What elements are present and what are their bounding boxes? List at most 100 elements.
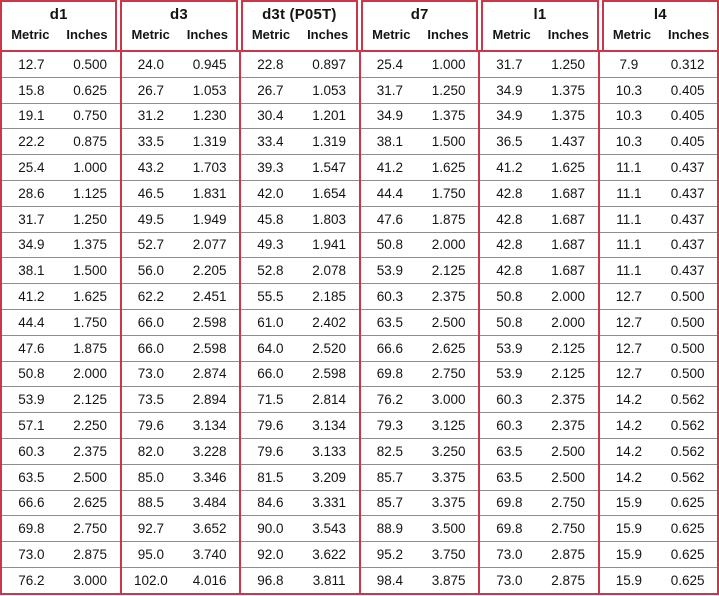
inches-header: Inches (427, 27, 469, 42)
cell-d3tP05T-inches: 1.053 (299, 76, 360, 104)
cell-d3tP05T-inches: 2.520 (299, 334, 360, 362)
cell-l1-inches: 2.125 (538, 360, 599, 387)
cell-d3tP05T-inches: 1.941 (299, 231, 360, 258)
cell-d3-inches: 2.894 (180, 386, 240, 413)
cell-d3-inches: 1.831 (180, 179, 240, 207)
cell-d3-metric: 79.6 (119, 412, 181, 439)
cell-d7-metric: 41.2 (358, 154, 420, 181)
table-row: 22.2 0.875 33.5 1.319 33.4 1.319 38.1 1.500 36.5… (1, 128, 718, 155)
cell-d3-inches: 0.945 (192, 56, 227, 72)
cell-d1-inches: 1.875 (60, 334, 121, 362)
cell-l1-metric: 50.8 (478, 308, 539, 336)
cell-l4-metric: 12.7 (597, 360, 659, 387)
cell-l4-metric: 12.7 (597, 283, 659, 310)
cell-d7-metric: 66.6 (358, 334, 420, 362)
cell-d7-inches: 1.000 (431, 56, 466, 72)
cell-l1-inches: 2.750 (538, 489, 599, 516)
cell-d3tP05T-inches: 1.547 (299, 154, 360, 181)
cell-d1-metric: 53.9 (1, 386, 61, 413)
cell-d1-inches: 1.500 (60, 257, 121, 284)
cell-d1-metric: 34.9 (1, 231, 61, 258)
cell-d1-metric: 28.6 (1, 179, 61, 207)
cell-d7-metric: 31.7 (358, 76, 420, 104)
group-label: l1 (533, 6, 547, 23)
inches-header: Inches (307, 27, 349, 42)
cell-d3-metric: 66.0 (119, 334, 181, 362)
cell-l4-inches: 0.405 (658, 128, 718, 155)
cell-d3-metric: 49.5 (119, 205, 181, 233)
cell-d7-inches: 3.375 (419, 463, 479, 491)
cell-d3tP05T-inches: 3.811 (299, 566, 360, 594)
cell-d3tP05T-inches: 0.897 (312, 56, 347, 72)
cell-d1-inches: 1.625 (60, 283, 121, 310)
cell-l4-metric: 11.1 (597, 154, 659, 181)
cell-d3-metric: 85.0 (119, 463, 181, 491)
cell-l4-metric: 10.3 (597, 102, 659, 129)
table-row: 41.2 1.625 62.2 2.451 55.5 2.185 60.3 2.375 50.8… (1, 283, 718, 310)
cell-d1-inches: 2.125 (60, 386, 121, 413)
cell-d3-inches: 2.598 (180, 334, 240, 362)
cell-d3tP05T-metric: 96.8 (239, 566, 300, 594)
cell-d3-metric: 102.0 (119, 566, 181, 594)
cell-l4-metric: 15.9 (597, 515, 659, 542)
cell-d3-metric: 73.5 (119, 386, 181, 413)
table-row: 12.7 0.500 24.0 0.945 22.8 0.897 25.4 1.000 31.7… (1, 51, 718, 78)
cell-l1-inches: 2.375 (538, 386, 599, 413)
cell-d3-inches: 2.205 (180, 257, 240, 284)
cell-d3-metric: 56.0 (119, 257, 181, 284)
cell-l1-metric: 50.8 (478, 283, 539, 310)
table-row: 47.6 1.875 66.0 2.598 64.0 2.520 66.6 2.625 53.9… (1, 334, 718, 362)
cell-l4-inches: 0.500 (658, 308, 718, 336)
cell-d3-inches: 3.346 (180, 463, 240, 491)
cell-d7-inches: 2.000 (419, 231, 479, 258)
sub-header-row: Metric Inches (483, 25, 596, 45)
table-row: 38.1 1.500 56.0 2.205 52.8 2.078 53.9 2.125 42.8… (1, 257, 718, 284)
cell-l1-inches: 1.687 (538, 257, 599, 284)
cell-d1-inches: 2.750 (60, 515, 121, 542)
cell-d1-metric: 66.6 (1, 489, 61, 516)
cell-d3tP05T-inches: 1.201 (299, 102, 360, 129)
group-label: d3t (P05T) (262, 6, 337, 23)
metric-header: Metric (492, 27, 531, 42)
cell-d3-inches: 1.319 (180, 128, 240, 155)
table-row: 76.2 3.000 102.0 4.016 96.8 3.811 98.4 3.875 73.… (1, 566, 718, 594)
cell-d7-inches: 3.500 (419, 515, 479, 542)
cell-l4-inches: 0.625 (658, 541, 718, 568)
cell-d7-metric: 25.4 (358, 51, 420, 78)
cell-l1-inches: 1.250 (551, 56, 586, 72)
cell-d3tP05T-inches: 3.209 (299, 463, 360, 491)
group-label: d3 (170, 6, 188, 23)
group-label: d1 (49, 6, 68, 23)
cell-l4-inches: 0.437 (658, 257, 718, 284)
cell-l1-inches: 2.000 (538, 283, 599, 310)
cell-d7-metric: 53.9 (358, 257, 420, 284)
cell-d3tP05T-metric: 45.8 (239, 205, 300, 233)
metric-header: Metric (251, 27, 291, 42)
cell-d7-metric: 38.1 (358, 128, 420, 155)
cell-l1-inches: 1.375 (538, 76, 599, 104)
cell-l4-inches: 0.437 (658, 154, 718, 181)
sub-header-row: Metric Inches (122, 25, 235, 45)
group-label: d7 (410, 6, 429, 23)
cell-d3tP05T-inches: 3.331 (299, 489, 360, 516)
table-row: 63.5 2.500 85.0 3.346 81.5 3.209 85.7 3.375 63.5… (1, 463, 718, 491)
cell-l1-inches: 1.687 (538, 179, 599, 207)
cell-d1-inches: 1.125 (60, 179, 121, 207)
cell-l1-metric: 53.9 (478, 334, 539, 362)
cell-d1-metric: 31.7 (1, 205, 61, 233)
cell-d7-inches: 3.125 (419, 412, 479, 439)
cell-d1-inches: 3.000 (60, 566, 121, 594)
cell-l4-inches: 0.500 (658, 283, 718, 310)
table-row: 66.6 2.625 88.5 3.484 84.6 3.331 85.7 3.375 69.8… (1, 489, 718, 516)
cell-l1-inches: 2.125 (538, 334, 599, 362)
cell-d1-inches: 2.250 (60, 412, 121, 439)
column-group-header-5: l1 Metric Inches (481, 0, 599, 50)
cell-d7-metric: 60.3 (358, 283, 420, 310)
cell-l1-inches: 2.750 (538, 515, 599, 542)
cell-d3tP05T-inches: 3.134 (299, 412, 360, 439)
table-row: 73.0 2.875 95.0 3.740 92.0 3.622 95.2 3.750 73.0… (1, 541, 718, 568)
cell-d3tP05T-metric: 79.6 (239, 437, 300, 465)
inches-header: Inches (668, 27, 710, 42)
cell-d3tP05T-metric: 64.0 (239, 334, 300, 362)
cell-d3tP05T-inches: 2.402 (299, 308, 360, 336)
